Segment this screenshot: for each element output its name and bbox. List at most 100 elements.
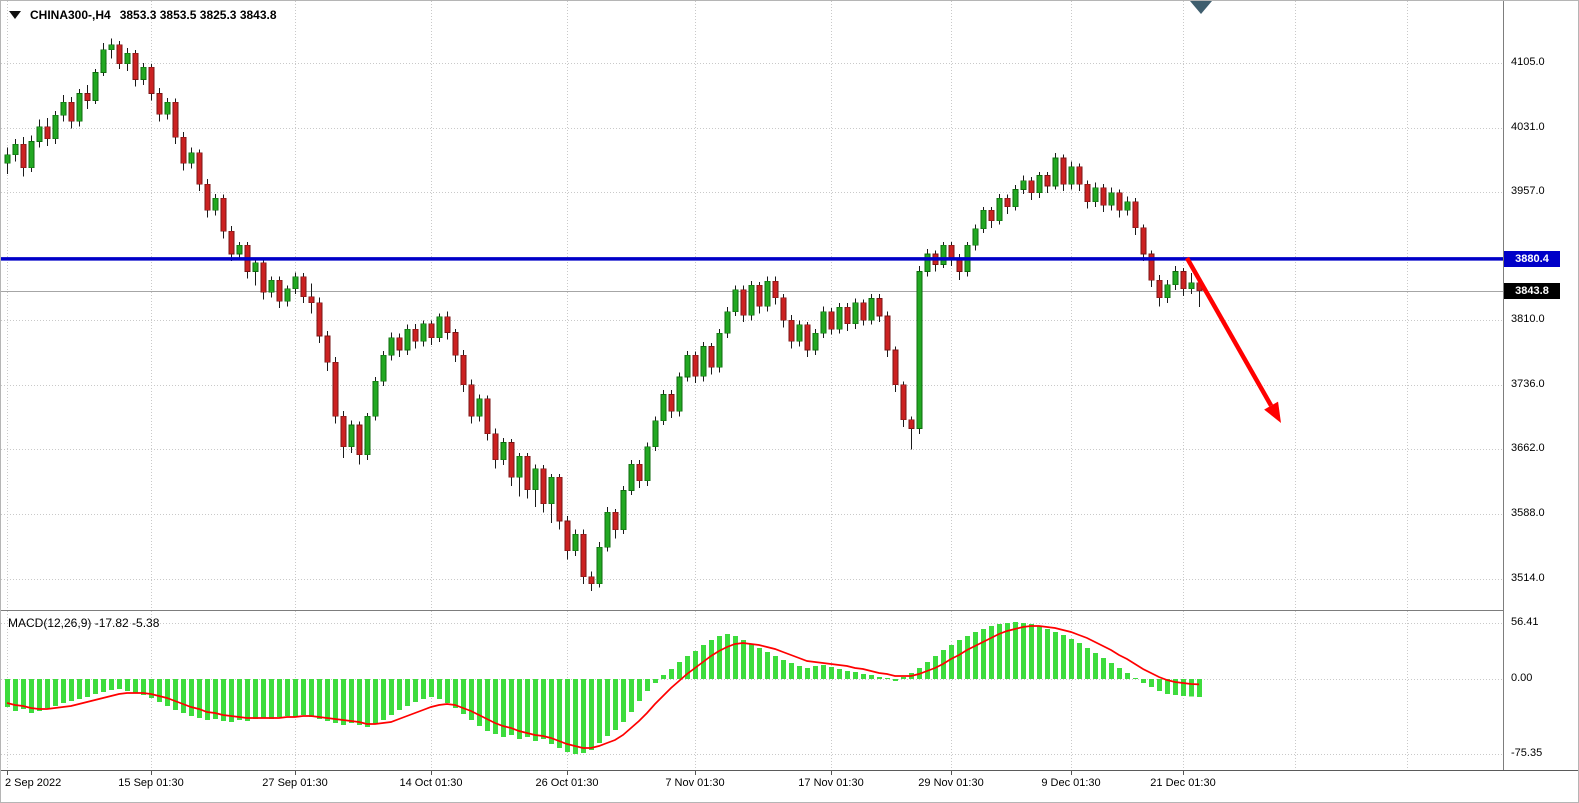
macd-bar bbox=[1021, 623, 1026, 679]
macd-bar bbox=[957, 640, 962, 679]
candle-up bbox=[716, 333, 723, 368]
candle-up bbox=[1012, 189, 1019, 208]
candle-up bbox=[236, 244, 243, 255]
candle-up bbox=[92, 72, 99, 101]
macd-bar bbox=[645, 679, 650, 691]
macd-bar bbox=[677, 662, 682, 679]
macd-bar bbox=[1125, 673, 1130, 679]
candle-up bbox=[980, 210, 987, 230]
candle-up bbox=[924, 253, 931, 272]
macd-bar bbox=[1085, 648, 1090, 679]
candle-down bbox=[1076, 166, 1083, 185]
macd-bar bbox=[1077, 643, 1082, 679]
candle-down bbox=[444, 316, 451, 333]
chart-shift-marker[interactable] bbox=[1190, 1, 1212, 14]
candle-up bbox=[684, 354, 691, 378]
macd-bar bbox=[229, 679, 234, 722]
macd-bar bbox=[605, 679, 610, 736]
macd-bar bbox=[421, 679, 426, 699]
macd-bar bbox=[493, 679, 498, 734]
time-axis[interactable]: 2 Sep 2022 15 Sep 01:30 27 Sep 01:30 14 Oct… bbox=[1, 770, 1578, 802]
price-tick-label: 3810.0 bbox=[1511, 313, 1545, 326]
macd-bar bbox=[869, 675, 874, 679]
macd-bar bbox=[357, 679, 362, 725]
macd-bar bbox=[757, 648, 762, 679]
price-tick-label: 3662.0 bbox=[1511, 442, 1545, 455]
candle-up bbox=[812, 333, 819, 351]
macd-bar bbox=[69, 679, 74, 701]
candle-down bbox=[44, 126, 51, 140]
candle-up bbox=[36, 126, 43, 142]
candle-down bbox=[1004, 197, 1011, 208]
candle-down bbox=[860, 302, 867, 321]
candle-down bbox=[1100, 187, 1107, 206]
candle-down bbox=[148, 67, 155, 94]
candle-down bbox=[68, 101, 75, 122]
candle-up bbox=[1172, 271, 1179, 285]
macd-bar bbox=[949, 645, 954, 679]
macd-indicator-panel[interactable]: MACD(12,26,9) -17.82 -5.38 bbox=[1, 611, 1503, 770]
candle-down bbox=[412, 328, 419, 342]
macd-bar bbox=[461, 679, 466, 714]
candle-down bbox=[612, 511, 619, 531]
macd-bar bbox=[381, 679, 386, 720]
macd-bar bbox=[533, 679, 538, 741]
macd-bar bbox=[1189, 679, 1194, 697]
candle-down bbox=[196, 152, 203, 185]
macd-bar bbox=[181, 679, 186, 713]
candle-down bbox=[172, 101, 179, 138]
macd-bar bbox=[517, 679, 522, 739]
macd-bar bbox=[597, 679, 602, 743]
macd-bar bbox=[101, 679, 106, 692]
macd-bar bbox=[557, 679, 562, 748]
time-axis-label: 26 Oct 01:30 bbox=[535, 777, 599, 789]
candle-down bbox=[452, 332, 459, 356]
macd-bar bbox=[725, 634, 730, 679]
candle-up bbox=[972, 228, 979, 246]
macd-bar bbox=[269, 679, 274, 719]
axis-separator-line bbox=[1503, 1, 1504, 770]
candle-down bbox=[1060, 157, 1067, 185]
candle-up bbox=[676, 376, 683, 412]
main-gridlines bbox=[1, 1, 1503, 610]
candle-up bbox=[500, 442, 507, 461]
candle-up bbox=[1020, 180, 1027, 190]
candle-up bbox=[108, 44, 115, 51]
candle-up bbox=[724, 311, 731, 334]
macd-bar bbox=[405, 679, 410, 706]
macd-bar bbox=[741, 640, 746, 679]
candle-down bbox=[1140, 227, 1147, 255]
macd-bar bbox=[13, 679, 18, 711]
candle-down bbox=[324, 335, 331, 363]
trend-arrow-object[interactable] bbox=[1185, 256, 1281, 423]
price-tick-label: 4105.0 bbox=[1511, 55, 1545, 68]
time-tick bbox=[7, 771, 8, 775]
time-axis-label: 29 Nov 01:30 bbox=[918, 777, 984, 789]
candle-down bbox=[132, 53, 139, 80]
candle-up bbox=[164, 101, 171, 115]
panel-separator-handle[interactable] bbox=[1, 610, 1578, 611]
macd-bar bbox=[509, 679, 514, 735]
macd-canvas bbox=[1, 611, 1503, 770]
candle-up bbox=[916, 271, 923, 429]
candle-down bbox=[276, 279, 283, 302]
macd-tick-label: -75.35 bbox=[1511, 747, 1543, 760]
time-axis-label: 2 Sep 2022 bbox=[5, 777, 62, 789]
time-axis-label: 7 Nov 01:30 bbox=[665, 777, 725, 789]
candle-up bbox=[532, 468, 539, 490]
candle-up bbox=[628, 463, 635, 491]
macd-bar bbox=[621, 679, 626, 722]
candle-down bbox=[564, 520, 571, 551]
candle-down bbox=[20, 143, 27, 168]
candle-up bbox=[820, 311, 827, 334]
price-chart-panel[interactable]: CHINA300-,H4 3853.3 3853.5 3825.3 3843.8 bbox=[1, 1, 1503, 610]
macd-bar bbox=[749, 644, 754, 679]
candle-down bbox=[1156, 279, 1163, 298]
macd-bar bbox=[277, 679, 282, 717]
price-axis[interactable]: 3880.4 3843.8 4105.0 4031.0 3957.0 3810.0 37… bbox=[1504, 1, 1578, 770]
macd-bar bbox=[981, 629, 986, 679]
candle-down bbox=[508, 442, 515, 478]
macd-bar bbox=[901, 677, 906, 679]
macd-bar bbox=[253, 679, 258, 719]
macd-bar bbox=[1053, 632, 1058, 679]
